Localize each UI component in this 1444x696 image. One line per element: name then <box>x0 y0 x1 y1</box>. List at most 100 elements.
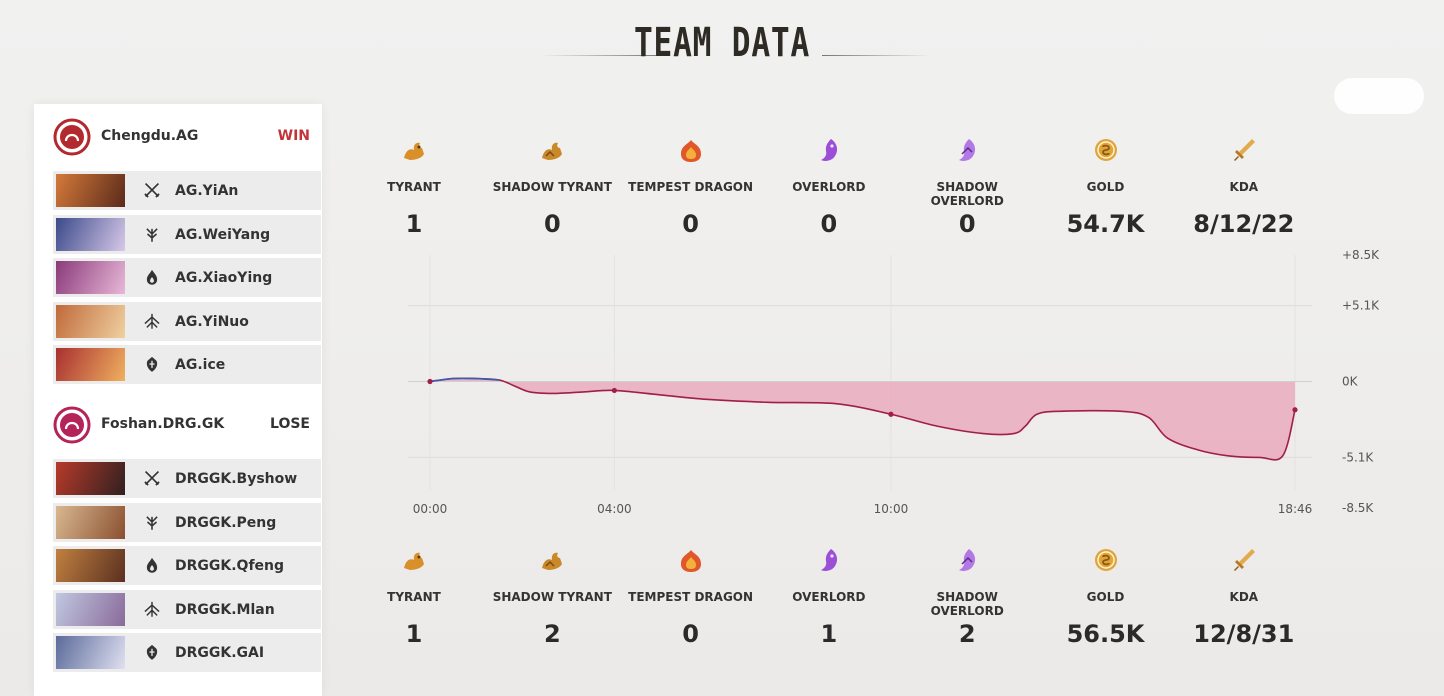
crossed-swords-icon <box>143 181 161 199</box>
player-row[interactable]: DRGGK.GAI <box>53 633 321 672</box>
player-row[interactable]: AG.XiaoYing <box>53 258 321 297</box>
stat-label: SHADOW TYRANT <box>492 590 612 604</box>
hero-portrait <box>56 261 125 294</box>
team-b-stats: TYRANT 1 SHADOW TYRANT 2 TEMPEST DRAGON 0 OVER… <box>345 546 1315 656</box>
hero-portrait <box>56 592 125 626</box>
stat-overlord: OVERLORD 1 <box>760 546 898 656</box>
data-point-marker <box>888 411 894 417</box>
stat-kda: KDA 12/8/31 <box>1175 546 1313 656</box>
jungle-leaf-icon <box>143 513 161 531</box>
overlord-icon <box>815 546 843 576</box>
player-row[interactable]: DRGGK.Qfeng <box>53 546 321 585</box>
hero-portrait <box>56 304 125 338</box>
x-axis-tick-label: 04:00 <box>597 502 632 516</box>
player-row[interactable]: DRGGK.Byshow <box>53 459 321 498</box>
stat-tyrant: TYRANT 1 <box>345 136 483 246</box>
hero-portrait <box>56 636 125 669</box>
hero-portrait <box>56 549 125 582</box>
gold-lead-line <box>429 377 500 383</box>
player-name: AG.ice <box>175 357 226 373</box>
team-header: Chengdu.AG WIN <box>34 104 322 162</box>
hero-portrait <box>56 462 125 495</box>
cloud-logo-icon <box>1334 78 1424 114</box>
player-name: AG.WeiYang <box>175 226 271 243</box>
stat-label: TEMPEST DRAGON <box>628 590 754 604</box>
foshan-drg-gk-logo-icon <box>52 405 92 445</box>
stat-label: SHADOW OVERLORD <box>930 590 1004 618</box>
tyrant-icon <box>400 136 428 166</box>
mid-flame-icon <box>143 268 161 286</box>
player-row[interactable]: AG.YiAn <box>53 171 321 210</box>
stat-value: 1 <box>820 620 838 648</box>
shadow-overlord-icon <box>953 546 981 576</box>
shadow-tyrant-icon <box>538 136 566 166</box>
stat-label: KDA <box>1229 180 1259 194</box>
team-a-stats: TYRANT 1 SHADOW TYRANT 0 TEMPEST DRAGON 0 OVER… <box>345 136 1315 246</box>
sword-icon <box>1230 136 1258 166</box>
player-row[interactable]: AG.ice <box>53 345 321 384</box>
y-axis-tick-label: +8.5K <box>1342 248 1380 262</box>
gold-coin-icon <box>1092 136 1120 166</box>
stat-value: 1 <box>405 620 423 648</box>
player-name: AG.YiNuo <box>175 313 249 330</box>
teams-panel: Chengdu.AG WIN AG.YiAn AG.WeiYang AG.XiaoYin… <box>34 104 322 696</box>
stat-shadow-overlord: SHADOW OVERLORD 0 <box>898 136 1036 246</box>
stat-label: OVERLORD <box>792 590 866 604</box>
hero-portrait <box>56 348 125 381</box>
player-row[interactable]: DRGGK.Mlan <box>53 589 321 629</box>
stat-value: 2 <box>543 620 561 648</box>
stat-value: 0 <box>543 210 561 238</box>
stat-tyrant: TYRANT 1 <box>345 546 483 656</box>
page-title: TEAM DATA <box>633 20 811 66</box>
carry-bow-icon <box>143 600 161 618</box>
team-name: Foshan.DRG.GK <box>101 416 225 432</box>
stat-value: 0 <box>682 620 699 648</box>
title-rule-right <box>822 55 932 56</box>
player-name: DRGGK.Peng <box>175 514 277 531</box>
stat-label: TEMPEST DRAGON <box>628 180 754 194</box>
title-rule-left <box>540 55 660 56</box>
team-header: Foshan.DRG.GK LOSE <box>34 392 322 450</box>
mid-flame-icon <box>143 556 161 574</box>
gold-coin-icon <box>1092 546 1120 576</box>
stat-label: TYRANT <box>387 590 441 604</box>
player-name: DRGGK.Byshow <box>175 471 298 487</box>
stat-tempest-dragon: TEMPEST DRAGON 0 <box>622 546 760 656</box>
stat-value: 2 <box>958 620 976 648</box>
shadow-overlord-icon <box>953 136 981 166</box>
player-row[interactable]: AG.WeiYang <box>53 214 321 254</box>
stat-value: 8/12/22 <box>1193 210 1295 238</box>
stat-value: 0 <box>682 210 699 238</box>
stat-label: GOLD <box>1086 180 1125 194</box>
player-row[interactable]: AG.YiNuo <box>53 301 321 341</box>
y-axis-tick-label: -8.5K <box>1342 501 1374 515</box>
stat-value: 0 <box>820 210 838 238</box>
x-axis-tick-label: 18:46 <box>1278 502 1313 516</box>
tyrant-icon <box>400 546 428 576</box>
tempest-dragon-icon <box>677 546 705 576</box>
player-name: AG.YiAn <box>175 183 239 199</box>
stat-label: OVERLORD <box>792 180 866 194</box>
gold-diff-line <box>429 377 1296 461</box>
stat-tempest-dragon: TEMPEST DRAGON 0 <box>622 136 760 246</box>
match-result-badge: LOSE <box>270 416 310 432</box>
player-row[interactable]: DRGGK.Peng <box>53 502 321 542</box>
hero-portrait <box>56 217 125 251</box>
crossed-swords-icon <box>143 469 161 487</box>
stat-shadow-overlord: SHADOW OVERLORD 2 <box>898 546 1036 656</box>
stat-shadow-tyrant: SHADOW TYRANT 2 <box>483 546 621 656</box>
brand-watermark <box>1324 78 1444 118</box>
gold-diff-area <box>430 378 1295 460</box>
hero-portrait <box>56 174 125 207</box>
stat-label: SHADOW OVERLORD <box>930 180 1004 208</box>
carry-bow-icon <box>143 312 161 330</box>
stat-value: 0 <box>958 210 976 238</box>
stat-value: 54.7K <box>1066 210 1145 238</box>
stat-label: KDA <box>1229 590 1259 604</box>
y-axis-tick-label: +5.1K <box>1342 299 1380 313</box>
support-shield-icon <box>143 355 161 373</box>
stat-value: 56.5K <box>1066 620 1145 648</box>
stat-overlord: OVERLORD 0 <box>760 136 898 246</box>
data-point-marker <box>427 378 433 385</box>
stat-shadow-tyrant: SHADOW TYRANT 0 <box>483 136 621 246</box>
